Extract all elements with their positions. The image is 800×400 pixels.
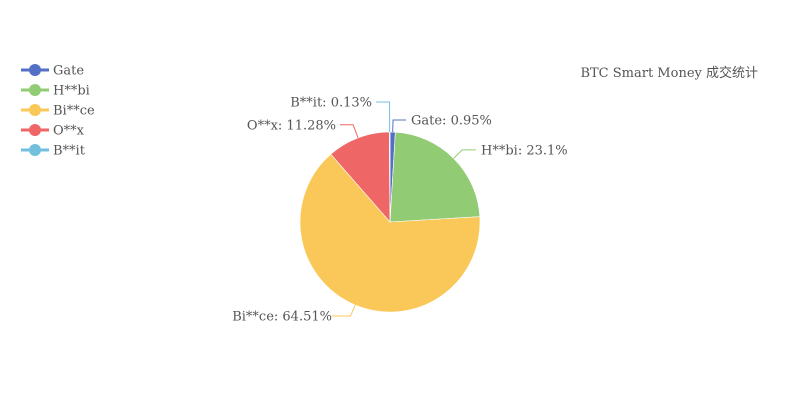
legend-item-2[interactable]: Bi**ce — [21, 104, 95, 119]
slice-label-0: Gate: 0.95% — [411, 114, 492, 129]
label-leader-line — [392, 119, 406, 133]
legend-marker — [29, 84, 41, 96]
label-leader-line — [376, 101, 391, 133]
legend-item-0[interactable]: Gate — [21, 64, 84, 79]
legend-label: Bi**ce — [53, 104, 95, 119]
legend-marker — [29, 144, 41, 156]
pie-slice-1[interactable] — [389, 131, 481, 223]
legend-item-4[interactable]: B**it — [21, 144, 86, 159]
legend-item-3[interactable]: O**x — [21, 124, 85, 139]
legend-item-1[interactable]: H**bi — [21, 84, 90, 99]
chart-title: BTC Smart Money 成交统计 — [580, 65, 758, 81]
legend-marker — [29, 124, 41, 136]
slice-label-2: Bi**ce: 64.51% — [232, 310, 332, 325]
label-leader-line — [340, 124, 359, 139]
legend-marker — [29, 104, 41, 116]
pie-slice-3[interactable] — [330, 131, 391, 223]
legend-label: Gate — [53, 64, 84, 79]
pie-slice-2[interactable] — [299, 153, 481, 313]
label-leader-line — [453, 149, 476, 159]
label-leader-line — [332, 304, 356, 317]
pie-slices — [299, 131, 481, 313]
legend-marker — [29, 64, 41, 76]
slice-label-4: B**it: 0.13% — [290, 96, 372, 111]
slice-label-1: H**bi: 23.1% — [481, 143, 568, 158]
slice-labels: Gate: 0.95% H**bi: 23.1% Bi**ce: 64.51% O**… — [232, 96, 567, 325]
legend-label: O**x — [53, 124, 85, 139]
legend[interactable]: Gate H**bi Bi**ce O**x B**it — [21, 64, 95, 159]
slice-label-3: O**x: 11.28% — [247, 118, 336, 133]
legend-label: H**bi — [53, 84, 90, 99]
legend-label: B**it — [53, 144, 86, 159]
